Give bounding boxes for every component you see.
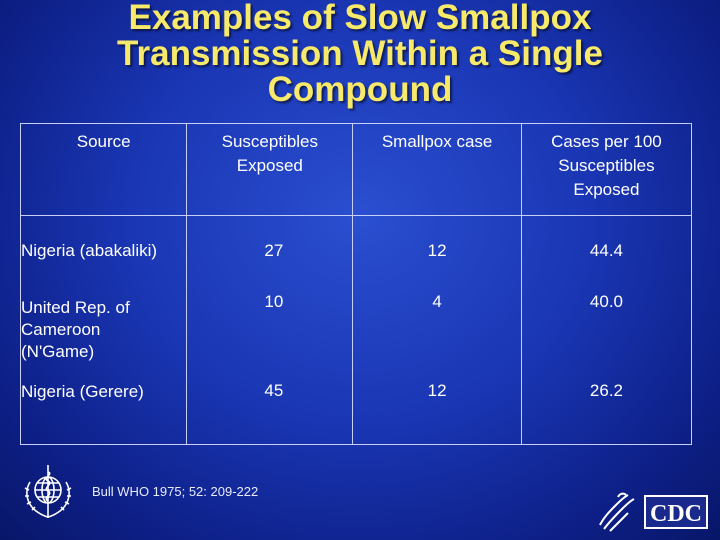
row-rate: 26.2	[520, 373, 692, 445]
header-cases-per-100: Cases per 100 Susceptibles Exposed	[520, 123, 692, 216]
table-row: United Rep. of Cameroon (N'Game) 10 4 40…	[21, 285, 692, 374]
citation: Bull WHO 1975; 52: 209-222	[92, 484, 259, 499]
header-source: Source	[20, 123, 187, 216]
table-row: Nigeria (Gerere) 45 12 26.2	[21, 373, 692, 445]
row-rate: 40.0	[520, 285, 692, 374]
title-line-3: Compound	[267, 70, 453, 109]
table-header-row: Source Susceptibles Exposed Smallpox cas…	[20, 123, 692, 216]
hhs-eagle-icon	[599, 492, 635, 532]
row-cases: 12	[352, 373, 522, 445]
row-exposed: 45	[186, 373, 353, 445]
row-cases: 4	[352, 285, 522, 374]
cdc-logo: CDC	[594, 489, 712, 540]
row-cases: 12	[352, 215, 522, 286]
title-line-1: Examples of Slow Smallpox	[128, 0, 592, 37]
who-emblem-icon	[18, 460, 78, 533]
row-source: Nigeria (abakaliki)	[21, 240, 158, 260]
header-susceptibles-exposed: Susceptibles Exposed	[186, 123, 353, 216]
row-exposed: 10	[186, 285, 353, 374]
row-source: Nigeria (Gerere)	[21, 381, 144, 401]
data-table: Source Susceptibles Exposed Smallpox cas…	[20, 123, 692, 445]
row-source: United Rep. of Cameroon (N'Game)	[21, 297, 130, 361]
title-line-2: Transmission Within a Single	[117, 34, 603, 73]
cdc-text: CDC	[650, 501, 702, 527]
row-rate: 44.4	[520, 215, 692, 286]
header-smallpox-case: Smallpox case	[352, 123, 522, 216]
table-row: Nigeria (abakaliki) 27 12 44.4	[21, 215, 692, 286]
slide-title: Examples of Slow Smallpox Transmission W…	[0, 0, 720, 108]
row-exposed: 27	[186, 215, 353, 286]
